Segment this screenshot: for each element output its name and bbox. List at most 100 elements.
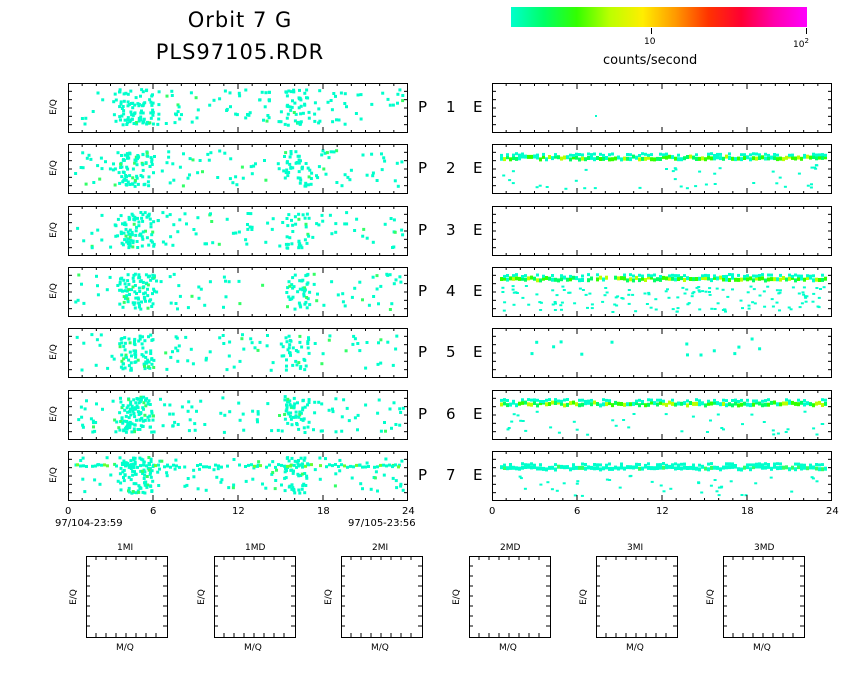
heatmap-cell [148, 98, 152, 102]
heatmap-cell [737, 345, 741, 349]
heatmap-cell [320, 153, 324, 157]
heatmap-cell [114, 234, 118, 238]
heatmap-cell [332, 92, 336, 95]
heatmap-cell [307, 398, 311, 402]
heatmap-cell [605, 463, 608, 467]
heatmap-cell [304, 225, 308, 229]
heatmap-cell [605, 402, 608, 407]
heatmap-cell [299, 178, 303, 182]
heatmap-cell [815, 480, 819, 483]
heatmap-cell [231, 181, 235, 185]
heatmap-cell [695, 277, 698, 281]
heatmap-cell [191, 362, 195, 366]
heatmap-cell [175, 336, 179, 340]
heatmap-cell [307, 463, 310, 467]
heatmap-cell [752, 278, 755, 283]
heatmap-cell [284, 151, 288, 155]
heatmap-cell [96, 228, 100, 232]
heatmap-cell [539, 301, 543, 304]
heatmap-cell [647, 293, 651, 296]
heatmap-cell [143, 297, 147, 301]
heatmap-cell [134, 159, 138, 163]
heatmap-cell [390, 426, 393, 430]
heatmap-cell [812, 465, 815, 470]
heatmap-cell [126, 242, 130, 246]
heatmap-cell [503, 274, 506, 278]
heatmap-cell [270, 429, 274, 433]
heatmap-cell [593, 400, 596, 405]
heatmap-cell [535, 293, 539, 296]
heatmap-cell [79, 459, 83, 462]
heatmap-cell [124, 178, 128, 182]
heatmap-cell [536, 398, 539, 402]
heatmap-cell [391, 476, 395, 480]
heatmap-cell [141, 237, 145, 241]
heatmap-cell [212, 468, 216, 472]
heatmap-cell [800, 156, 803, 161]
heatmap-cell [301, 288, 305, 292]
heatmap-cell [379, 361, 383, 365]
heatmap-cell [307, 338, 311, 342]
heatmap-cell [599, 467, 602, 472]
heatmap-cell [269, 368, 273, 372]
heatmap-cell [710, 156, 713, 161]
heatmap-cell [518, 401, 521, 406]
heatmap-cell [731, 399, 734, 402]
heatmap-cell [656, 277, 659, 282]
heatmap-cell [138, 428, 142, 431]
heatmap-cell [208, 350, 212, 354]
heatmap-cell [196, 464, 199, 467]
heatmap-cell [569, 401, 572, 406]
heatmap-cell [590, 398, 593, 402]
heatmap-cell [501, 286, 505, 289]
heatmap-cell [391, 465, 394, 469]
heatmap-cell [264, 91, 268, 95]
heatmap-cell [164, 242, 168, 246]
heatmap-cell [332, 150, 336, 154]
heatmap-cell [148, 403, 152, 406]
heatmap-cell [133, 339, 136, 343]
heatmap-cell [542, 466, 545, 471]
heatmap-cell [130, 212, 134, 216]
heatmap-cell [320, 402, 324, 406]
heatmap-cell [307, 234, 311, 238]
heatmap-cell [719, 402, 722, 407]
heatmap-cell [151, 414, 155, 418]
heatmap-cell [127, 364, 131, 368]
heatmap-cell [354, 112, 358, 115]
heatmap-cell [258, 340, 262, 344]
heatmap-cell [124, 430, 128, 434]
x-tick-label: 18 [741, 506, 754, 517]
heatmap-cell [359, 117, 363, 121]
heatmap-cell [590, 307, 594, 310]
heatmap-cell [134, 472, 137, 476]
heatmap-cell [763, 305, 767, 308]
heatmap-cell [288, 298, 292, 301]
heatmap-cell [533, 398, 536, 402]
heatmap-cell [206, 152, 210, 156]
heatmap-cell [185, 222, 188, 226]
heatmap-cell [118, 302, 122, 306]
heatmap-cell [771, 429, 775, 432]
heatmap-cell [122, 278, 126, 282]
heatmap-cell [370, 102, 374, 106]
heatmap-cell [758, 462, 761, 466]
heatmap-cell [337, 465, 340, 468]
heatmap-cell [776, 466, 779, 471]
heatmap-cell [317, 400, 321, 404]
heatmap-cell [668, 464, 671, 469]
heatmap-cell [659, 152, 662, 156]
heatmap-cell [644, 403, 647, 408]
heatmap-cell [328, 213, 332, 217]
heatmap-cell [137, 273, 141, 277]
heatmap-cell [305, 282, 309, 286]
heatmap-cell [653, 278, 656, 283]
heatmap-cell [249, 165, 253, 169]
heatmap-cell [538, 301, 542, 304]
heatmap-cell [695, 398, 698, 402]
heatmap-cell [208, 465, 211, 469]
heatmap-cell [74, 300, 78, 304]
heatmap-cell [749, 285, 753, 288]
heatmap-cell [551, 289, 555, 292]
heatmap-cell [127, 237, 130, 241]
